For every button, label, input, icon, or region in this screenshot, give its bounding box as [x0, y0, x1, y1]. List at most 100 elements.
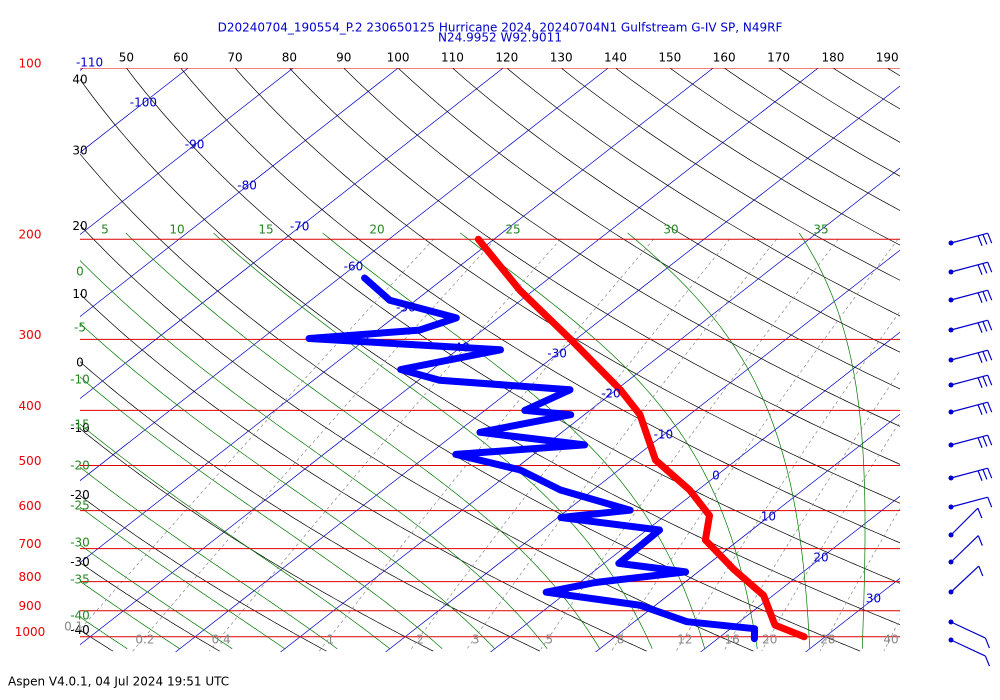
- wind-barb: [948, 349, 993, 363]
- moist-label: 5: [101, 223, 109, 237]
- theta-left-label: -10: [70, 421, 90, 435]
- moist-label: 0: [76, 265, 84, 279]
- wind-barb: [948, 535, 983, 565]
- theta-left-label: 0: [76, 355, 84, 369]
- mixing-label: 3: [472, 633, 480, 647]
- moist-adiabat: [80, 544, 233, 650]
- barb-flag: [987, 319, 993, 331]
- barb-flag: [987, 374, 993, 386]
- isotherm: [80, 68, 294, 235]
- isotherm-label: -10: [654, 428, 674, 442]
- mixing-label: 12: [677, 633, 692, 647]
- isotherm-label: -110: [76, 56, 103, 70]
- barb-flag: [982, 403, 988, 414]
- barb-flag: [987, 434, 993, 446]
- barb-shaft: [950, 319, 988, 331]
- barb-flag: [987, 496, 993, 508]
- mixing-label: 8: [617, 633, 625, 647]
- barb-flag: [978, 565, 984, 577]
- barb-shaft: [950, 535, 979, 563]
- labels: -110-100-90-80-70-60-50-40 -30-20-1001020…: [15, 51, 899, 647]
- moist-adiabat: [80, 580, 180, 650]
- theta-label: 170: [767, 51, 790, 65]
- moist-label: 30: [663, 223, 678, 237]
- moist-adiabat: [80, 322, 495, 650]
- isotherm-label: -50: [396, 301, 416, 315]
- wind-barb: [948, 565, 984, 595]
- barb-flag: [987, 289, 993, 301]
- dry-adiabat: [234, 68, 900, 504]
- mixing-label: 16: [725, 633, 740, 647]
- isotherm: [80, 68, 399, 318]
- theta-left-label: 20: [72, 219, 87, 233]
- mixing-label: 0.2: [135, 633, 154, 647]
- isotherm: [280, 167, 900, 652]
- isotherm: [490, 331, 900, 652]
- mixing-ratio-line: [318, 238, 654, 652]
- isotherm-label: 0: [712, 469, 720, 483]
- isotherm-label: -20: [601, 387, 621, 401]
- barb-flag: [984, 637, 990, 649]
- footer: Aspen V4.0.1, 04 Jul 2024 19:51 UTC: [8, 675, 229, 689]
- barb-flag: [982, 291, 988, 302]
- dry-adiabat: [397, 68, 900, 390]
- dry-adiabat: [832, 68, 900, 110]
- theta-left-label: -40: [70, 623, 90, 637]
- theta-label: 160: [713, 51, 736, 65]
- dry-adiabat: [343, 68, 900, 427]
- barb-flag: [982, 376, 988, 387]
- theta-label: 50: [119, 51, 134, 65]
- dry-adiabat: [80, 629, 114, 652]
- dry-adiabat: [886, 68, 900, 77]
- pressure-label: 300: [19, 328, 42, 342]
- dry-adiabat: [80, 224, 754, 652]
- theta-label: 130: [550, 51, 573, 65]
- barb-flag: [977, 352, 983, 363]
- barb-shaft: [950, 639, 986, 657]
- mixing-ratio-line: [611, 238, 899, 652]
- barb-flag: [977, 377, 983, 388]
- barb-shaft: [950, 621, 986, 639]
- barb-flag: [984, 655, 990, 667]
- isotherm-label: -30: [547, 347, 567, 361]
- mixing-label: 5: [545, 633, 553, 647]
- barb-shaft: [950, 434, 988, 446]
- barb-shaft: [950, 261, 988, 273]
- isotherm-label: -100: [130, 96, 157, 110]
- barb-flag: [977, 470, 983, 481]
- dry-adiabat: [288, 68, 900, 465]
- barb-flag: [982, 234, 988, 245]
- barb-shaft: [950, 496, 988, 508]
- mixing-label: 40: [883, 633, 898, 647]
- wind-barb: [948, 434, 993, 448]
- wind-barb: [948, 232, 993, 246]
- isotherm: [175, 85, 900, 652]
- isotherm-label: -70: [290, 220, 310, 234]
- moist-adiabat: [80, 376, 443, 650]
- moist-label: -20: [70, 459, 90, 473]
- barb-flag: [982, 351, 988, 362]
- mixing-label: 0.1: [64, 620, 83, 634]
- pressure-label: 1000: [15, 625, 46, 639]
- moist-label: 20: [369, 223, 384, 237]
- isotherm: [80, 68, 609, 482]
- theta-label: 90: [336, 51, 351, 65]
- isotherm: [80, 68, 714, 564]
- barb-flag: [982, 469, 988, 480]
- pressure-label: 500: [19, 454, 42, 468]
- isotherm-label: 10: [761, 510, 776, 524]
- moist-adiabat: [798, 232, 866, 649]
- theta-left-label: -20: [70, 488, 90, 502]
- pressure-label: 400: [19, 399, 42, 413]
- barb-shaft: [950, 401, 988, 413]
- theta-left-label: 30: [72, 144, 87, 158]
- theta-label: 140: [604, 51, 627, 65]
- isotherm: [80, 68, 189, 153]
- moist-adiabat: [322, 232, 706, 649]
- moist-adiabat: [627, 232, 811, 649]
- moist-label: 10: [169, 223, 184, 237]
- barb-flag: [977, 404, 983, 415]
- dry-adiabat: [125, 68, 900, 584]
- isotherm-label: 30: [866, 592, 881, 606]
- wind-barb: [948, 467, 993, 481]
